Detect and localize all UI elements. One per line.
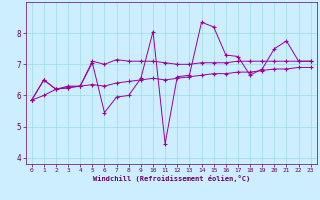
X-axis label: Windchill (Refroidissement éolien,°C): Windchill (Refroidissement éolien,°C) <box>92 175 250 182</box>
